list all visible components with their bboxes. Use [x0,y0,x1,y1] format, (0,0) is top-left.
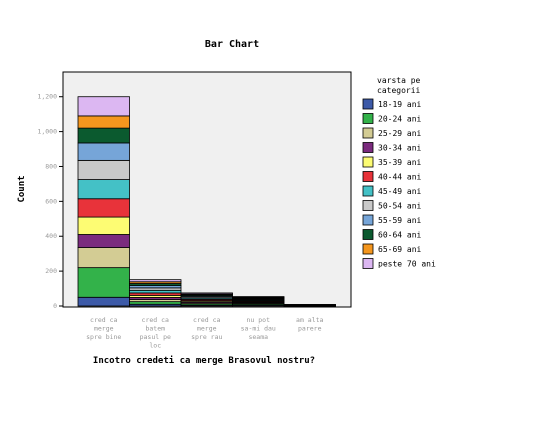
y-tick-label: 800 [45,162,57,170]
y-tick-label: 200 [45,267,57,275]
bar-segment [77,216,130,235]
y-tick-label: 1,000 [37,128,57,136]
chart-title: Bar Chart [205,39,259,50]
bar-segment [77,115,130,129]
bar-segment [77,234,130,248]
legend-swatch [362,214,374,226]
x-category-label: parere [298,325,322,333]
bar-segment [77,198,130,218]
x-category-label: cred ca [142,316,169,324]
legend-swatch [362,258,374,269]
bar-segment [180,292,233,295]
legend-swatch [362,98,374,110]
x-category-label: sa-mi dau [241,325,276,333]
bar-segment [77,247,130,269]
bar-segment [77,127,130,144]
bars [77,96,336,307]
y-tick-label: 1,200 [37,93,57,101]
legend-label: 55-59 ani [378,216,422,225]
y-tick-label: 0 [53,302,57,310]
legend-label: 65-69 ani [378,245,422,254]
x-category-label: batem [145,325,165,333]
x-category-label: cred ca [193,316,220,324]
bar-segment [77,296,130,307]
legend-label: 25-29 ani [378,129,422,138]
x-category-label: spre rau [191,333,222,341]
legend-label: 20-24 ani [378,115,422,124]
y-tick-label: 600 [45,197,57,205]
legend-swatch [362,185,374,197]
x-axis-title: Incotro credeti ca merge Brasovul nostru… [93,355,315,366]
y-tick-label: 400 [45,232,57,240]
x-category-label: merge [94,325,114,333]
x-category-label: nu pot [247,316,271,324]
legend-swatch [362,229,374,240]
legend-title: categorii [377,86,421,95]
legend-label: peste 70 ani [378,260,436,269]
bar-segment [77,159,130,180]
bar-segment [77,142,130,161]
legend-label: 45-49 ani [378,187,422,196]
x-category-label: am alta [296,316,323,324]
y-axis: 0 200 400 600 800 1,000 1,200 [37,93,63,310]
legend-title: varsta pe [377,76,421,85]
legend-swatch [362,156,374,168]
x-category-label: loc [149,342,161,350]
legend-swatch [362,142,374,153]
x-category-label: spre bine [86,333,121,341]
legend-label: 50-54 ani [378,202,422,211]
bar-segment [129,279,182,283]
legend-label: 18-19 ani [378,100,422,109]
legend-swatch [362,171,374,182]
bar-segment [77,267,130,298]
bar-segment [77,96,130,117]
legend-label: 40-44 ani [378,173,422,182]
legend-swatch [362,127,374,139]
legend-label: 60-64 ani [378,231,422,240]
legend-label: 30-34 ani [378,144,422,153]
x-category-label: pasul pe [140,333,171,341]
x-category-label: seama [248,333,268,341]
legend-label: 35-39 ani [378,158,422,167]
x-category-label: cred ca [90,316,117,324]
legend-swatch [362,113,374,124]
bar-segment [77,179,130,200]
x-category-label: merge [197,325,217,333]
y-axis-title: Count [17,175,27,202]
legend-swatch [362,243,374,255]
legend-swatch [362,200,374,211]
bar-segment [232,296,285,298]
